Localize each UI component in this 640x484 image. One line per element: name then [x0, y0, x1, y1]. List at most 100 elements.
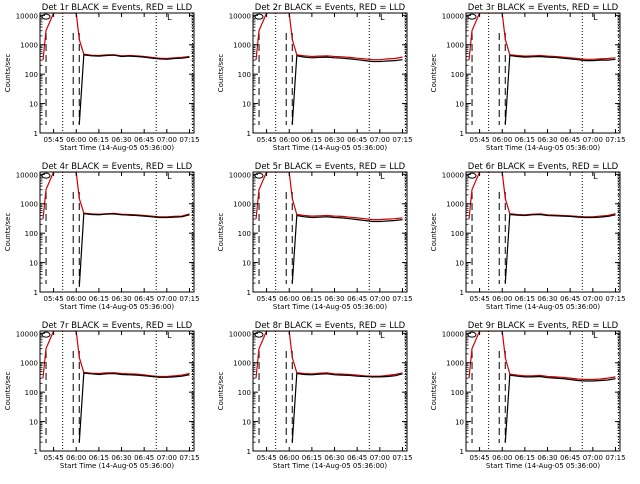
y-tick-label: 10000	[16, 171, 38, 179]
chart-title: Det 7r BLACK = Events, RED = LLD	[42, 321, 193, 331]
y-tick-label: 10	[242, 101, 251, 109]
events-series-line	[504, 213, 616, 284]
x-tick-label: 06:45	[560, 295, 580, 303]
x-tick-label: 06:00	[66, 295, 86, 303]
y-tick-label: 1	[460, 448, 464, 456]
x-tick-label: 07:00	[370, 136, 390, 144]
x-tick-label: 06:30	[537, 136, 557, 144]
chart-title: Det 9r BLACK = Events, RED = LLD	[468, 321, 619, 331]
chart-title: Det 6r BLACK = Events, RED = LLD	[468, 162, 619, 172]
x-axis-label: Start Time (14-Aug-05 05:36:00)	[60, 303, 174, 311]
y-tick-label: 100	[25, 389, 38, 397]
corner-label: L	[167, 172, 172, 181]
series-group	[41, 331, 190, 443]
y-axis-label: Counts/sec	[430, 213, 438, 252]
y-tick-label: 100	[451, 389, 464, 397]
x-tick-label: 07:15	[392, 454, 412, 462]
chart-title: Det 5r BLACK = Events, RED = LLD	[255, 162, 406, 172]
x-tick-label: 06:00	[66, 136, 86, 144]
plot-frame	[39, 12, 195, 134]
y-tick-label: 1000	[233, 201, 251, 209]
x-tick-label: 05:45	[256, 454, 276, 462]
y-axis-label: Counts/sec	[4, 54, 12, 93]
series-group	[254, 331, 403, 443]
x-tick-label: 06:30	[324, 295, 344, 303]
x-tick-label: 06:15	[302, 136, 322, 144]
x-tick-label: 06:00	[279, 136, 299, 144]
series-group	[467, 13, 616, 125]
x-tick-label: 07:15	[605, 136, 625, 144]
y-tick-label: 10	[29, 101, 38, 109]
x-axis-label: Start Time (14-Aug-05 05:36:00)	[60, 144, 174, 152]
x-tick-label: 06:15	[302, 295, 322, 303]
x-tick-label: 06:45	[134, 295, 154, 303]
y-tick-label: 10	[455, 101, 464, 109]
x-tick-label: 06:30	[537, 295, 557, 303]
x-tick-label: 07:00	[583, 454, 603, 462]
corner-label: L	[593, 13, 598, 22]
y-tick-label: 1000	[20, 42, 38, 50]
y-tick-label: 1	[34, 130, 38, 138]
x-tick-label: 07:00	[370, 454, 390, 462]
x-tick-label: 06:00	[279, 295, 299, 303]
lld-series-line	[255, 172, 403, 221]
x-tick-label: 06:00	[279, 454, 299, 462]
y-tick-label: 1000	[20, 360, 38, 368]
x-tick-label: 05:45	[469, 136, 489, 144]
x-tick-label: 07:00	[157, 295, 177, 303]
corner-label: L	[380, 172, 385, 181]
y-tick-label: 10000	[16, 12, 38, 20]
y-axis-label: Counts/sec	[4, 372, 12, 411]
corner-label: L	[593, 172, 598, 181]
y-axis-label: Counts/sec	[430, 54, 438, 93]
x-axis-label: Start Time (14-Aug-05 05:36:00)	[273, 144, 387, 152]
plot-frame	[39, 330, 195, 452]
x-tick-label: 07:15	[392, 295, 412, 303]
y-tick-label: 10000	[442, 171, 464, 179]
y-tick-label: 100	[25, 71, 38, 79]
y-tick-label: 100	[25, 230, 38, 238]
series-group	[467, 331, 616, 443]
y-tick-label: 10	[455, 260, 464, 268]
x-tick-label: 06:30	[111, 295, 131, 303]
x-tick-label: 06:15	[89, 136, 109, 144]
x-tick-label: 06:30	[324, 454, 344, 462]
lld-series-line	[255, 331, 403, 379]
events-series-line	[78, 372, 190, 443]
x-tick-label: 06:45	[134, 454, 154, 462]
series-group	[41, 172, 190, 287]
plot-frame	[465, 12, 621, 134]
y-tick-label: 10000	[442, 330, 464, 338]
x-tick-label: 07:00	[157, 136, 177, 144]
plot-frame	[39, 171, 195, 293]
y-tick-label: 1000	[446, 201, 464, 209]
y-tick-label: 10000	[16, 330, 38, 338]
x-tick-label: 06:00	[492, 136, 512, 144]
lld-series-line	[42, 331, 190, 379]
x-tick-label: 05:45	[256, 136, 276, 144]
x-tick-label: 06:45	[347, 295, 367, 303]
x-tick-label: 06:15	[302, 454, 322, 462]
x-tick-label: 05:45	[43, 295, 63, 303]
x-tick-label: 05:45	[256, 295, 276, 303]
x-tick-label: 06:45	[347, 136, 367, 144]
y-tick-label: 1000	[446, 360, 464, 368]
events-series-line	[504, 54, 616, 125]
corner-label: L	[167, 13, 172, 22]
x-tick-label: 06:15	[515, 454, 535, 462]
series-group	[41, 13, 190, 125]
y-tick-label: 1000	[233, 360, 251, 368]
lld-series-line	[255, 13, 403, 61]
x-tick-label: 05:45	[43, 454, 63, 462]
x-tick-label: 06:30	[537, 454, 557, 462]
plot-frame	[252, 171, 408, 293]
y-axis-label: Counts/sec	[217, 213, 225, 252]
x-axis-label: Start Time (14-Aug-05 05:36:00)	[60, 462, 174, 470]
x-tick-label: 06:45	[560, 136, 580, 144]
x-tick-label: 07:15	[392, 136, 412, 144]
